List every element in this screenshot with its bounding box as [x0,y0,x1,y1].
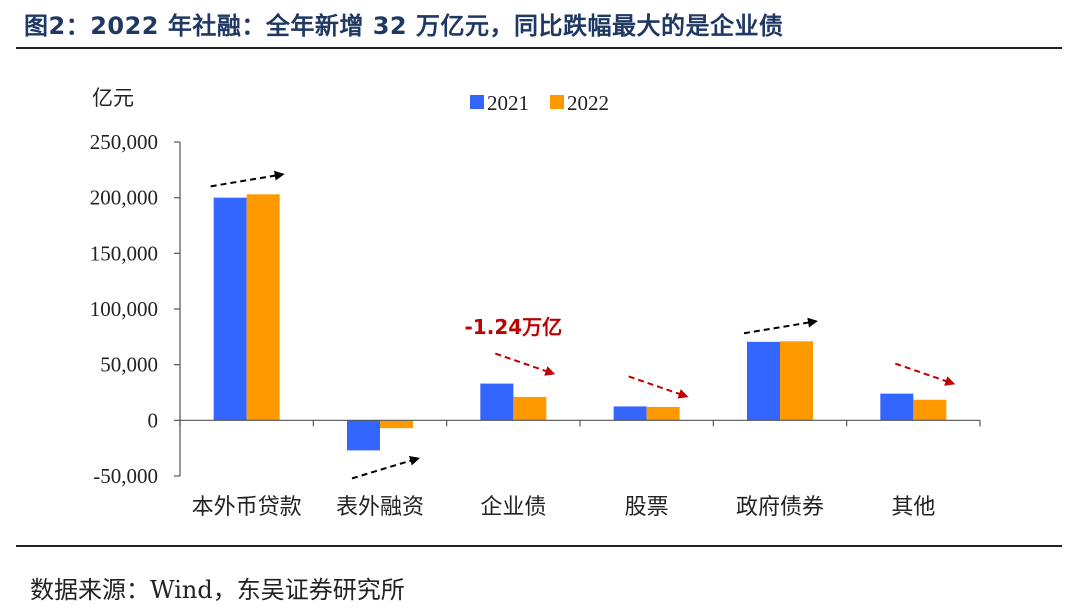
trend-arrow-up [351,455,420,480]
bar-2021 [747,341,780,421]
bottom-rule [16,545,1062,547]
y-tick-label: 150,000 [90,241,158,265]
bar-2022 [780,341,813,421]
data-source: 数据来源：Wind，东吴证券研究所 [30,576,405,604]
trend-arrows [210,170,956,480]
decline-annotation: -1.24万亿 [465,315,563,339]
x-axis: 本外币贷款 表外融资 企业债 股票 政府债券 其他 [179,419,981,520]
bar-2021 [347,420,380,451]
y-tick-label: 0 [148,408,159,432]
trend-arrow-down [628,375,689,399]
bar-2021 [880,393,914,421]
bar-2022 [913,399,947,421]
trend-arrow-down [895,362,956,386]
x-category-label: 政府债券 [736,495,824,520]
y-axis-unit-label: 亿元 [92,86,134,110]
annotations: -1.24万亿 [465,315,563,339]
legend-label: 2021 [487,91,529,115]
figure-title: 图2：2022 年社融：全年新增 32 万亿元，同比跌幅最大的是企业债 [24,12,784,40]
bar-2021 [613,406,647,421]
bar-2021 [213,197,247,421]
y-tick-label: 200,000 [90,186,158,210]
bar-2022 [246,194,280,421]
x-category-label: 表外融资 [336,495,424,520]
x-category-label: 其他 [891,495,935,520]
trend-arrow-up [210,170,285,188]
legend-swatch [470,95,484,109]
bar-2021 [480,383,514,421]
x-category-label: 本外币贷款 [192,495,302,520]
legend: 2021 2022 [470,91,609,115]
x-category-label: 企业债 [480,495,546,520]
y-tick-label: 250,000 [90,130,158,154]
trend-arrow-down [495,352,556,376]
bars [213,194,947,451]
top-rule [16,47,1062,49]
y-tick-label: 100,000 [90,297,158,321]
trend-arrow-up [743,317,818,335]
x-category-label: 股票 [625,495,669,520]
y-axis: 250,000 200,000 150,000 100,000 50,000 0 -50,0… [90,130,181,488]
bar-2022 [380,420,413,429]
y-tick-label: -50,000 [93,464,158,488]
y-tick-label: 50,000 [100,353,158,377]
legend-label: 2022 [567,91,609,115]
bar-2022 [513,396,547,421]
bar-2022 [646,406,680,421]
legend-swatch [550,95,564,109]
